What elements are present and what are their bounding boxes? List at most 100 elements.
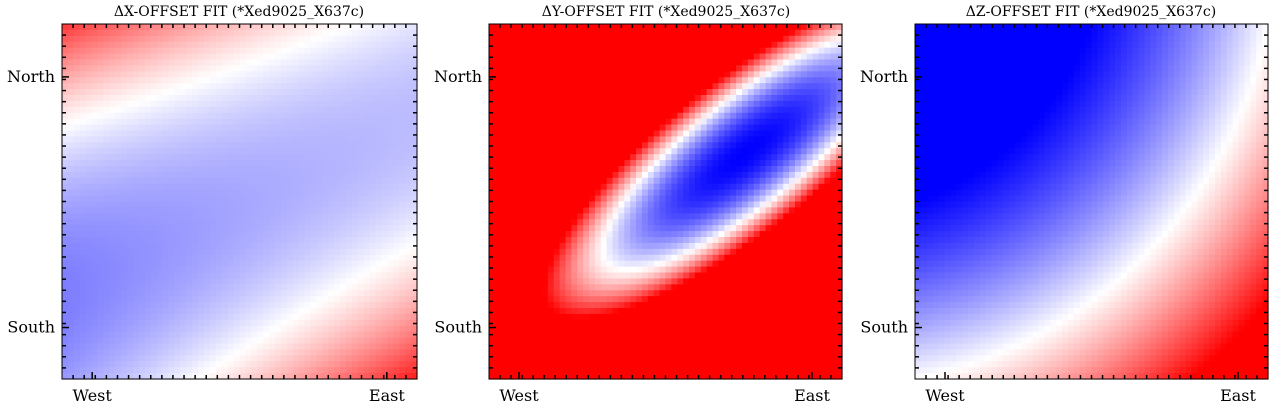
heatmap-cell	[298, 183, 306, 191]
heatmap-cell	[192, 195, 199, 203]
heatmap-cell	[334, 260, 341, 268]
heatmap-cell	[298, 47, 306, 55]
heatmap-cell	[257, 41, 264, 49]
heatmap-cell	[381, 154, 389, 161]
heatmap-cell	[375, 142, 383, 149]
heatmap-cell	[144, 29, 152, 37]
heatmap-cell	[559, 183, 567, 191]
heatmap-cell	[115, 201, 122, 209]
heatmap-cell	[512, 35, 520, 43]
heatmap-cell	[375, 53, 383, 61]
heatmap-cell	[524, 136, 531, 143]
heatmap-cell	[351, 24, 359, 31]
heatmap-cell	[150, 29, 158, 37]
heatmap-cell	[251, 189, 258, 197]
heatmap-cell	[351, 118, 359, 126]
heatmap-cell	[263, 313, 270, 321]
heatmap-cell	[239, 124, 247, 132]
heatmap-cell	[221, 231, 229, 238]
heatmap-cell	[227, 71, 235, 78]
heatmap-cell	[547, 237, 555, 244]
heatmap-cell	[174, 130, 181, 138]
heatmap-cell	[316, 130, 323, 138]
heatmap-cell	[500, 373, 508, 380]
heatmap-cell	[351, 373, 359, 380]
heatmap-cell	[162, 231, 170, 238]
heatmap-cell	[518, 124, 525, 132]
heatmap-cell	[292, 189, 300, 197]
heatmap-cell	[257, 112, 264, 120]
heatmap-cell	[85, 290, 93, 297]
heatmap-cell	[221, 313, 229, 321]
heatmap-cell	[411, 195, 418, 203]
heatmap-cell	[489, 106, 496, 114]
heatmap-cell	[334, 213, 341, 220]
heatmap-cell	[340, 308, 347, 315]
heatmap-cell	[103, 183, 110, 191]
heatmap-cell	[334, 272, 341, 280]
heatmap-cell	[553, 95, 561, 102]
heatmap-cell	[489, 260, 496, 268]
heatmap-cell	[304, 160, 312, 167]
heatmap-cell	[512, 266, 520, 274]
heatmap-cell	[506, 124, 514, 132]
heatmap-cell	[536, 189, 543, 197]
heatmap-cell	[346, 24, 353, 31]
heatmap-cell	[204, 296, 211, 303]
heatmap-cell	[363, 272, 371, 280]
heatmap-cell	[138, 213, 146, 220]
heatmap-cell	[583, 71, 590, 78]
heatmap-cell	[381, 47, 389, 55]
heatmap-cell	[298, 254, 306, 262]
heatmap-cell	[559, 189, 567, 197]
heatmap-cell	[292, 313, 300, 321]
heatmap-cell	[215, 59, 223, 67]
heatmap-cell	[245, 124, 252, 132]
heatmap-cell	[85, 136, 93, 143]
heatmap-cell	[536, 95, 543, 102]
heatmap-cell	[363, 242, 371, 250]
heatmap-cell	[553, 367, 561, 374]
heatmap-cell	[91, 65, 99, 72]
heatmap-cell	[381, 219, 389, 226]
heatmap-cell	[512, 29, 520, 37]
heatmap-cell	[553, 296, 561, 303]
heatmap-cell	[156, 355, 164, 362]
heatmap-cell	[489, 349, 496, 356]
heatmap-cell	[518, 201, 525, 209]
heatmap-cell	[399, 373, 406, 380]
heatmap-cell	[334, 242, 341, 250]
heatmap-cell	[559, 260, 567, 268]
heatmap-cell	[186, 367, 193, 374]
heatmap-cell	[269, 213, 276, 220]
heatmap-cell	[405, 225, 412, 232]
heatmap-cell	[399, 41, 406, 49]
heatmap-cell	[121, 225, 128, 232]
heatmap-cell	[405, 142, 412, 149]
heatmap-cell	[357, 367, 365, 374]
heatmap-cell	[524, 142, 531, 149]
heatmap-cell	[298, 272, 306, 280]
heatmap-cell	[204, 148, 211, 155]
heatmap-cell	[251, 242, 258, 250]
heatmap-cell	[334, 266, 341, 274]
heatmap-cell	[298, 284, 306, 291]
heatmap-cell	[357, 254, 365, 262]
heatmap-cell	[387, 166, 394, 173]
heatmap-cell	[518, 248, 525, 256]
heatmap-cell	[192, 254, 199, 262]
heatmap-cell	[494, 166, 502, 173]
heatmap-cell	[292, 160, 300, 167]
heatmap-cell	[168, 24, 176, 31]
heatmap-cell	[310, 118, 318, 126]
heatmap-cell	[233, 313, 241, 321]
heatmap-cell	[541, 313, 549, 321]
heatmap-cell	[571, 207, 578, 214]
heatmap-cell	[174, 100, 181, 108]
heatmap-cell	[304, 308, 312, 315]
heatmap-cell	[103, 59, 110, 67]
heatmap-cell	[156, 272, 164, 280]
heatmap-cell	[198, 355, 205, 362]
heatmap-cell	[251, 201, 258, 209]
heatmap-cell	[518, 290, 525, 297]
